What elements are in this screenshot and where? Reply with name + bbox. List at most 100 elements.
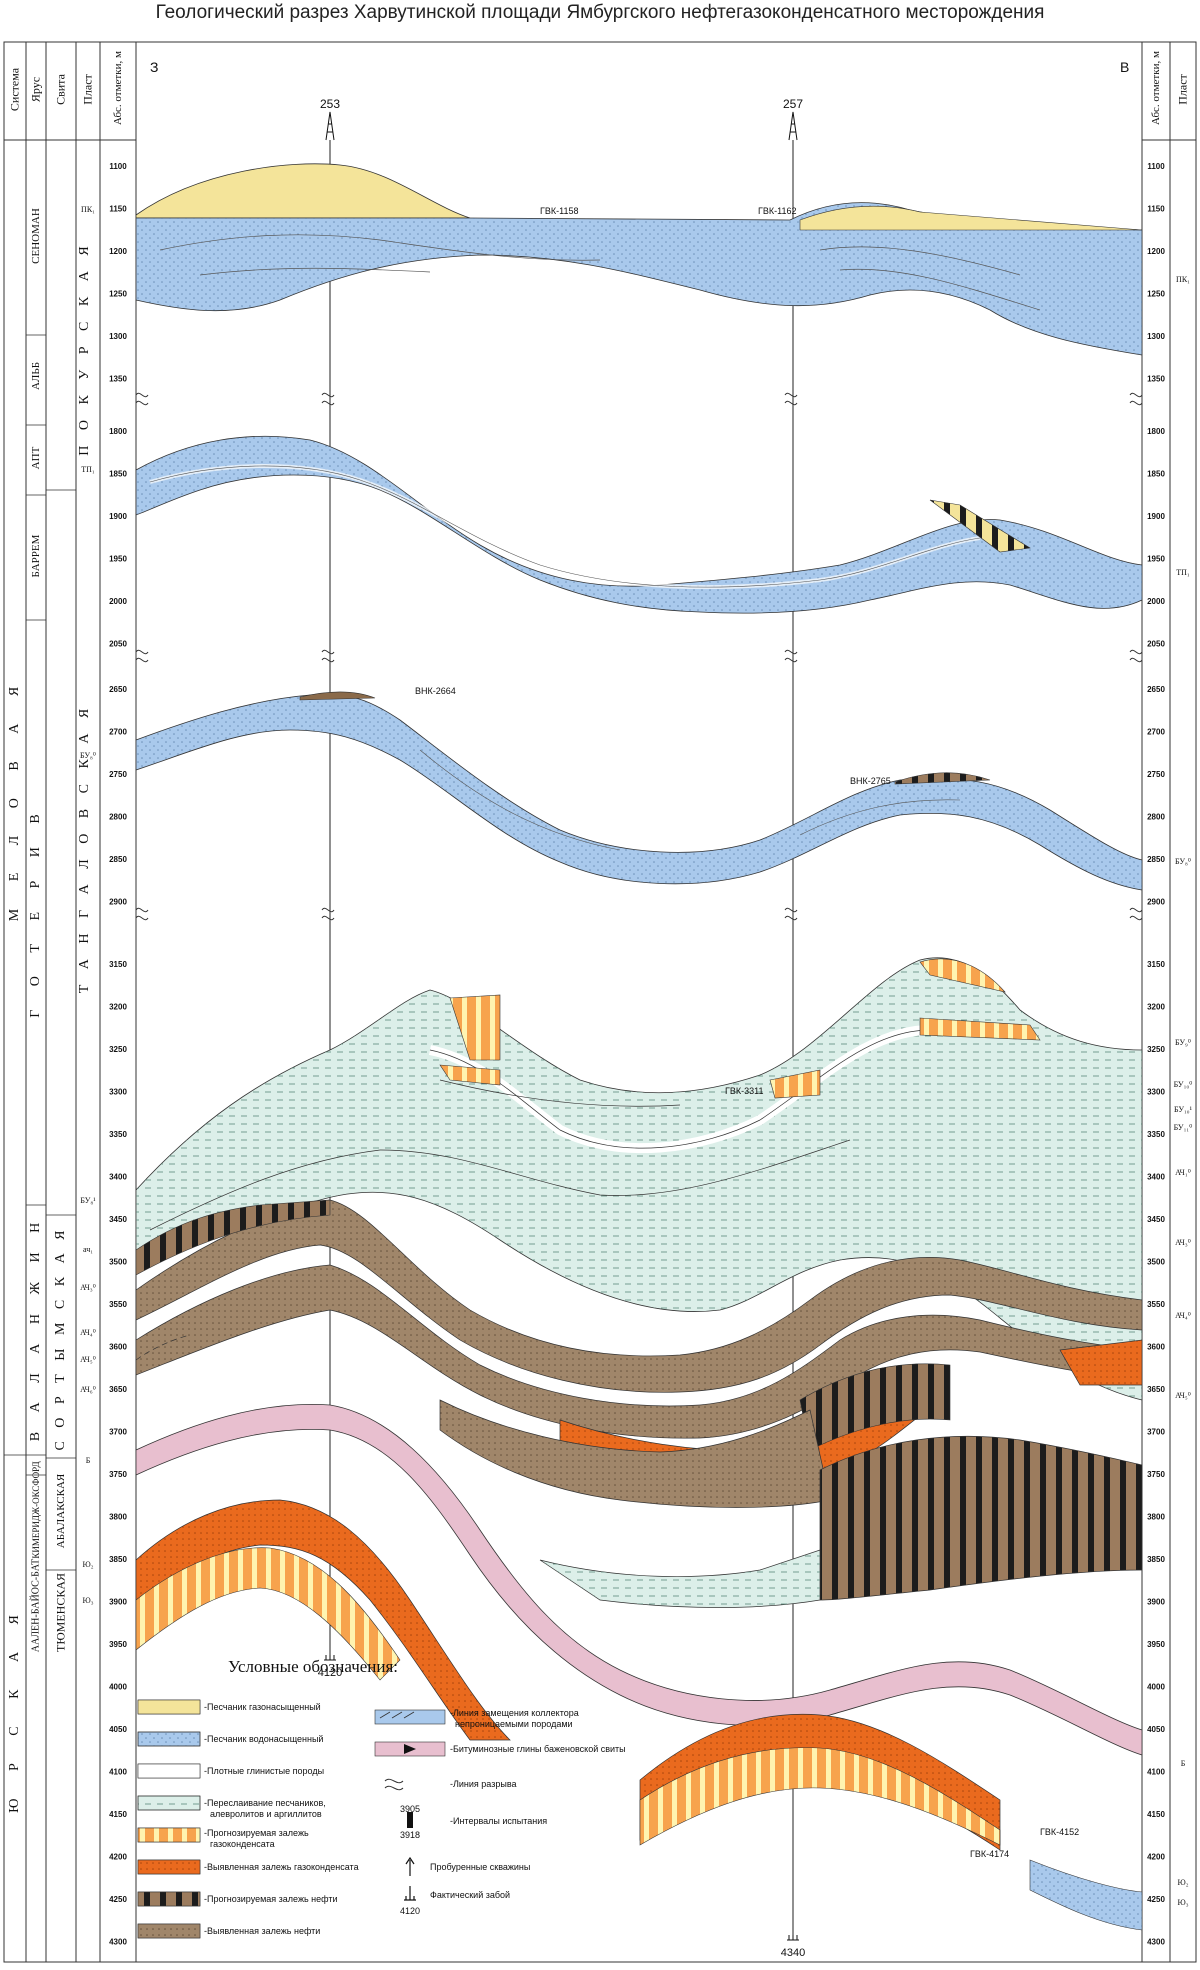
legend-label: -Прогнозируемая залежь нефти <box>204 1894 338 1904</box>
depth-tick-right: 2700 <box>1147 728 1165 737</box>
depth-tick-left: 2850 <box>109 855 127 864</box>
legend-label: алевролитов и аргиллитов <box>210 1809 322 1819</box>
depth-tick-left: 3450 <box>109 1215 127 1224</box>
depth-tick-right: 2000 <box>1147 597 1165 606</box>
legend-icon-drilled-well <box>405 1856 415 1876</box>
legend-label: -Прогнозируемая залежь <box>204 1828 309 1838</box>
depth-tick-right: 2800 <box>1147 813 1165 822</box>
depth-tick-right: 3400 <box>1147 1173 1165 1182</box>
header-yarus: Ярус <box>28 76 43 103</box>
contact-label: ВНК-2664 <box>415 686 456 696</box>
depth-tick-right: 1150 <box>1147 205 1165 214</box>
left-plast-label: БУ₈⁰ <box>80 751 96 760</box>
page-title: Геологический разрез Харвутинской площад… <box>155 2 1045 23</box>
segment-apt-barrem <box>135 435 1143 614</box>
depth-tick-left: 3250 <box>109 1045 127 1054</box>
left-plast-label: Ю₂ <box>82 1560 93 1569</box>
depth-tick-right: 3550 <box>1147 1300 1165 1309</box>
formation-tyumenskaya: ТЮМЕНСКАЯ <box>53 1573 68 1653</box>
depth-tick-right: 3150 <box>1147 960 1165 969</box>
depth-tick-left: 3700 <box>109 1428 127 1437</box>
depth-tick-right: 1350 <box>1147 375 1165 384</box>
left-plast-label: ТП₁ <box>81 465 95 474</box>
left-plast-label: ПК₁ <box>81 205 95 214</box>
depth-tick-right: 3950 <box>1147 1640 1165 1649</box>
depth-tick-right: 1850 <box>1147 470 1165 479</box>
depth-tick-left: 3750 <box>109 1470 127 1479</box>
depth-tick-left: 4250 <box>109 1895 127 1904</box>
depth-tick-left: 1800 <box>109 427 127 436</box>
legend-label: газоконденсата <box>210 1839 275 1849</box>
depth-tick-right: 3200 <box>1147 1003 1165 1012</box>
header-sistema: Система <box>7 67 22 112</box>
right-plast-label: БУ₉⁰ <box>1175 1038 1191 1047</box>
contact-label: ГВК-3311 <box>725 1086 763 1096</box>
legend-swatch <box>137 1859 201 1875</box>
depth-tick-right: 1900 <box>1147 512 1165 521</box>
depth-tick-left: 3200 <box>109 1003 127 1012</box>
depth-tick-left: 1300 <box>109 332 127 341</box>
depth-tick-left: 3650 <box>109 1385 127 1394</box>
depth-tick-left: 3400 <box>109 1173 127 1182</box>
legend-swatch <box>137 1795 201 1811</box>
legend-label: -Выявленная залежь нефти <box>204 1926 320 1936</box>
well-label-257: 257 <box>783 97 803 111</box>
legend-value: 3918 <box>400 1830 420 1840</box>
depth-tick-left: 2900 <box>109 898 127 907</box>
segment-bu8 <box>135 691 1143 891</box>
legend-label: -Песчаник водонасыщенный <box>204 1734 323 1744</box>
depth-tick-right: 1950 <box>1147 555 1165 564</box>
depth-tick-right: 2650 <box>1147 685 1165 694</box>
depth-tick-right: 3500 <box>1147 1258 1165 1267</box>
depth-tick-right: 1250 <box>1147 290 1165 299</box>
legend-swatch <box>137 1731 201 1747</box>
contact-label: ГВК-4152 <box>1040 1827 1079 1837</box>
contact-label: ГВК-1158 <box>540 206 578 216</box>
right-plast-label: Б <box>1181 1759 1186 1768</box>
depth-tick-left: 4100 <box>109 1768 127 1777</box>
left-plast-label: АЧ₄⁰ <box>80 1328 96 1337</box>
depth-tick-right: 3850 <box>1147 1555 1165 1564</box>
depth-tick-left: 1950 <box>109 555 127 564</box>
depth-tick-left: 1200 <box>109 247 127 256</box>
depth-tick-right: 2050 <box>1147 640 1165 649</box>
left-plast-label: Б <box>86 1456 91 1465</box>
legend-label: Пробуренные скважины <box>430 1862 530 1872</box>
segment-deep <box>135 957 1143 1931</box>
depth-tick-left: 3150 <box>109 960 127 969</box>
formation-sortymskaya: С О Р Т Ы М С К А Я <box>53 1225 68 1451</box>
depth-tick-left: 4050 <box>109 1725 127 1734</box>
contact-label: ГВК-4174 <box>970 1849 1009 1859</box>
depth-tick-left: 3500 <box>109 1258 127 1267</box>
header-plast-right: Пласт <box>1175 74 1190 105</box>
left-plast-label: АЧ₅⁰ <box>80 1355 96 1364</box>
well-derrick-253 <box>325 111 335 141</box>
depth-tick-right: 2850 <box>1147 855 1165 864</box>
depth-tick-right: 3800 <box>1147 1513 1165 1522</box>
legend-title: Условные обозначения: <box>228 1657 398 1676</box>
depth-tick-right: 4300 <box>1147 1938 1165 1947</box>
left-plast-label: БУ₈¹ <box>80 1196 96 1205</box>
right-plast-label: АЧ₄⁰ <box>1175 1311 1191 1320</box>
depth-tick-right: 3650 <box>1147 1385 1165 1394</box>
header-abs-left: Абс. отметки, м <box>112 51 124 125</box>
depth-tick-right: 1100 <box>1147 162 1165 171</box>
contact-label: ВНК-2765 <box>850 776 891 786</box>
legend-swatch <box>137 1827 201 1843</box>
legend-label: непроницаемыми породами <box>455 1719 573 1729</box>
depth-tick-right: 2750 <box>1147 770 1165 779</box>
depth-tick-left: 3850 <box>109 1555 127 1564</box>
formation-abalakskaya: АБАЛАКСКАЯ <box>55 1473 67 1549</box>
depth-tick-left: 3950 <box>109 1640 127 1649</box>
depth-tick-left: 1150 <box>109 205 127 214</box>
depth-tick-right: 2900 <box>1147 898 1165 907</box>
right-plast-label: БУ₈⁰ <box>1175 857 1191 866</box>
right-plast-label: БУ₁₀¹ <box>1174 1105 1193 1114</box>
depth-tick-left: 1350 <box>109 375 127 384</box>
depth-tick-right: 3750 <box>1147 1470 1165 1479</box>
right-plast-label: Ю₂ <box>1177 1878 1188 1887</box>
depth-tick-right: 1800 <box>1147 427 1165 436</box>
depth-tick-right: 1200 <box>1147 247 1165 256</box>
legend-swatch-test-interval <box>407 1812 413 1828</box>
depth-tick-right: 3300 <box>1147 1088 1165 1097</box>
